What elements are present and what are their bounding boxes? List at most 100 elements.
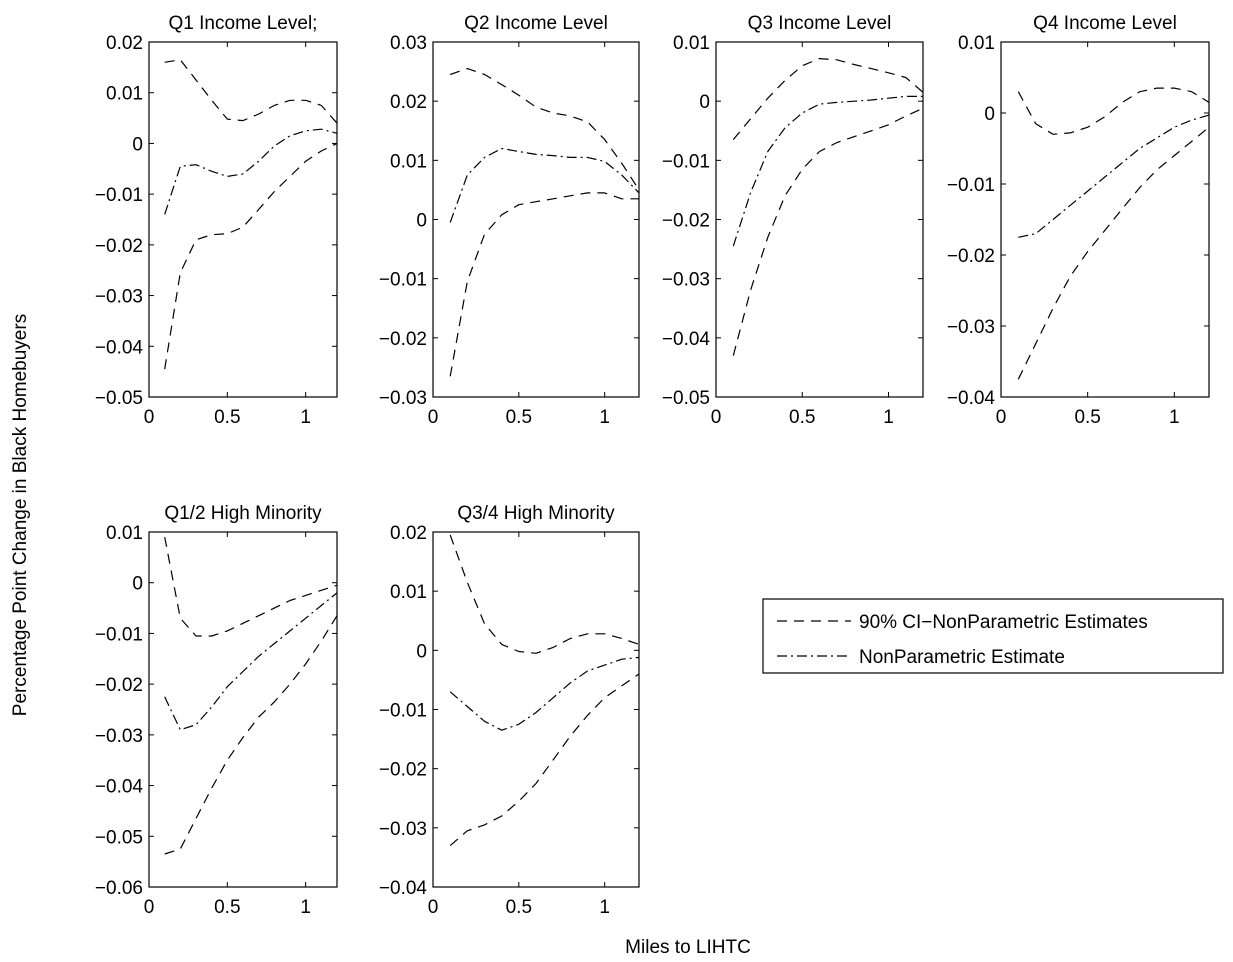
x-tick-label: 0.5 <box>506 897 532 918</box>
subplot-grid: Q1 Income Level; 0 0.5 1 −0.05 −0.04 −0.03 −0.0… <box>95 13 1210 918</box>
y-tick-label: 0.02 <box>390 92 427 113</box>
y-tick-label: −0.01 <box>95 185 143 206</box>
estimate-line <box>164 592 338 731</box>
subplot-title: Q4 Income Level <box>1033 13 1177 34</box>
figure-xlabel: Miles to LIHTC <box>625 937 751 958</box>
x-tick-label: 0 <box>144 897 155 918</box>
x-tick-label: 0 <box>996 407 1007 428</box>
y-tick-label: −0.02 <box>662 211 710 232</box>
ci-lower-line <box>449 192 639 377</box>
subplot-2: Q2 Income Level 0 0.5 1 −0.03 −0.02 −0.01 0 0.01… <box>379 13 640 428</box>
subplot-title: Q3/4 High Minority <box>457 503 615 524</box>
subplot-3: Q3 Income Level 0 0.5 1 −0.05 −0.04 −0.03 −0.02… <box>662 13 924 428</box>
y-tick-label: 0.01 <box>673 33 710 54</box>
subplot-1: Q1 Income Level; 0 0.5 1 −0.05 −0.04 −0.03 −0.0… <box>95 13 338 428</box>
y-tick-label: −0.02 <box>95 675 143 696</box>
y-tick-label: 0.02 <box>390 523 427 544</box>
ci-lower-line <box>449 673 640 847</box>
subplot-5: Q1/2 High Minority 0 0.5 1 −0.06 −0.05 −0.04 −0… <box>95 503 338 918</box>
y-tick-label: −0.06 <box>95 878 143 899</box>
y-tick-label: 0.01 <box>106 84 143 105</box>
subplot-4: Q4 Income Level 0 0.5 1 −0.04 −0.03 −0.02 −0.01… <box>947 13 1210 428</box>
y-tick-label: −0.01 <box>379 701 427 722</box>
x-tick-label: 0.5 <box>214 897 240 918</box>
y-tick-label: −0.04 <box>379 878 428 899</box>
y-tick-label: −0.02 <box>947 246 995 267</box>
y-tick-label: −0.03 <box>947 317 995 338</box>
estimate-line <box>449 656 640 731</box>
y-tick-label: 0.03 <box>390 33 427 54</box>
y-tick-label: −0.03 <box>95 726 143 747</box>
ci-upper-line <box>1017 87 1210 135</box>
x-tick-label: 1 <box>300 407 311 428</box>
y-tick-label: −0.05 <box>95 827 143 848</box>
legend-label-estimate: NonParametric Estimate <box>859 647 1065 668</box>
axes-box <box>148 531 338 888</box>
x-tick-label: 1 <box>300 897 311 918</box>
y-tick-label: 0 <box>132 574 143 595</box>
ci-lower-line <box>164 142 338 370</box>
subplot-title: Q2 Income Level <box>464 13 608 34</box>
y-tick-label: −0.01 <box>662 151 710 172</box>
x-tick-label: 1 <box>599 897 610 918</box>
x-tick-label: 0.5 <box>506 407 532 428</box>
estimate-line <box>449 147 640 223</box>
y-tick-label: 0.01 <box>390 582 427 603</box>
y-tick-label: 0.01 <box>958 33 995 54</box>
y-tick-label: −0.02 <box>379 760 427 781</box>
y-tick-label: −0.02 <box>95 236 143 257</box>
y-tick-label: −0.02 <box>379 329 427 350</box>
y-tick-label: −0.03 <box>379 819 427 840</box>
estimate-line <box>164 128 338 215</box>
x-tick-label: 0.5 <box>789 407 815 428</box>
legend: 90% CI−NonParametric Estimates NonParame… <box>762 598 1224 674</box>
subplot-title: Q1/2 High Minority <box>164 503 322 524</box>
subplot-title: Q3 Income Level <box>748 13 892 34</box>
y-tick-label: −0.01 <box>947 175 995 196</box>
y-tick-label: −0.04 <box>95 337 144 358</box>
x-tick-label: 0 <box>711 407 722 428</box>
ci-upper-line <box>164 59 338 124</box>
y-tick-label: 0.01 <box>106 523 143 544</box>
ci-lower-line <box>1017 126 1210 380</box>
y-tick-label: 0 <box>132 134 143 155</box>
y-tick-label: −0.03 <box>379 388 427 409</box>
x-tick-label: 0.5 <box>214 407 240 428</box>
y-tick-label: −0.03 <box>95 287 143 308</box>
subplot-title: Q1 Income Level; <box>169 13 318 34</box>
ci-lower-line <box>164 615 338 855</box>
y-tick-label: −0.05 <box>95 388 143 409</box>
legend-box <box>762 598 1224 674</box>
estimate-line <box>732 95 923 247</box>
axes-box <box>432 41 640 398</box>
ci-upper-line <box>449 534 640 654</box>
y-tick-label: 0 <box>416 211 427 232</box>
estimate-line <box>1018 114 1210 238</box>
y-tick-label: 0 <box>984 104 995 125</box>
legend-label-ci: 90% CI−NonParametric Estimates <box>859 612 1148 633</box>
y-tick-label: −0.05 <box>662 388 710 409</box>
x-tick-label: 0 <box>144 407 155 428</box>
y-tick-label: 0 <box>699 92 710 113</box>
y-tick-label: −0.01 <box>379 270 427 291</box>
y-tick-label: −0.03 <box>662 270 710 291</box>
y-tick-label: 0 <box>416 641 427 662</box>
axes-box <box>1000 41 1210 398</box>
ci-upper-line <box>164 536 338 637</box>
y-tick-label: −0.04 <box>95 777 144 798</box>
figure-ylabel: Percentage Point Change in Black Homebuy… <box>10 314 31 716</box>
axes-box <box>715 41 924 398</box>
y-tick-label: −0.04 <box>947 388 996 409</box>
ci-upper-line <box>732 57 924 140</box>
x-tick-label: 1 <box>599 407 610 428</box>
y-tick-label: −0.04 <box>662 329 711 350</box>
x-tick-label: 0.5 <box>1074 407 1100 428</box>
y-tick-label: 0.01 <box>390 151 427 172</box>
subplot-6: Q3/4 High Minority 0 0.5 1 −0.04 −0.03 −0.02 −0… <box>379 503 640 918</box>
axes-box <box>148 41 338 398</box>
x-tick-label: 0 <box>428 407 439 428</box>
x-tick-label: 0 <box>428 897 439 918</box>
y-tick-label: 0.02 <box>106 33 143 54</box>
x-tick-label: 1 <box>883 407 894 428</box>
